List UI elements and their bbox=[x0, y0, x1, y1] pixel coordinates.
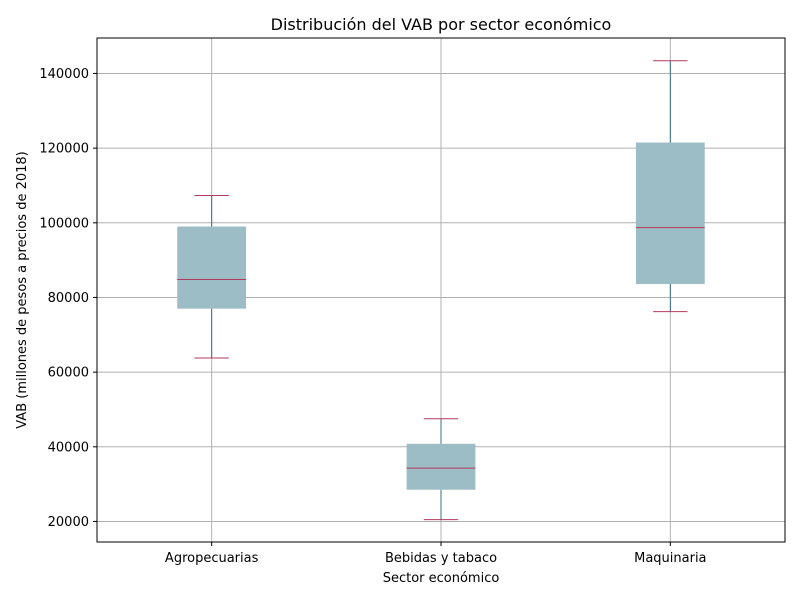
y-tick-label: 120000 bbox=[39, 142, 89, 157]
y-tick-label: 140000 bbox=[39, 67, 89, 82]
tick-layer: 20000 40000 60000 80000 100000 120000 140000 Ag… bbox=[39, 67, 706, 566]
box-group bbox=[177, 195, 247, 359]
chart-title: Distribución del VAB por sector económic… bbox=[271, 15, 612, 34]
x-tick-label: Agropecuarias bbox=[165, 551, 259, 566]
box-group bbox=[406, 418, 476, 521]
iqr-box bbox=[635, 142, 705, 285]
y-tick-label: 80000 bbox=[48, 291, 89, 306]
x-axis-title: Sector económico bbox=[383, 571, 500, 586]
box-layer bbox=[177, 60, 705, 521]
y-axis-title: VAB (millones de pesos a precios de 2018… bbox=[15, 151, 30, 429]
x-tick-label: Bebidas y tabaco bbox=[385, 551, 497, 566]
y-tick-label: 40000 bbox=[48, 440, 89, 455]
y-tick-label: 60000 bbox=[48, 366, 89, 381]
iqr-box bbox=[177, 226, 247, 309]
box-group bbox=[635, 60, 705, 313]
x-tick-label: Maquinaria bbox=[634, 551, 706, 566]
iqr-box bbox=[406, 443, 476, 490]
y-tick-label: 100000 bbox=[39, 216, 89, 231]
y-tick-label: 20000 bbox=[48, 515, 89, 530]
